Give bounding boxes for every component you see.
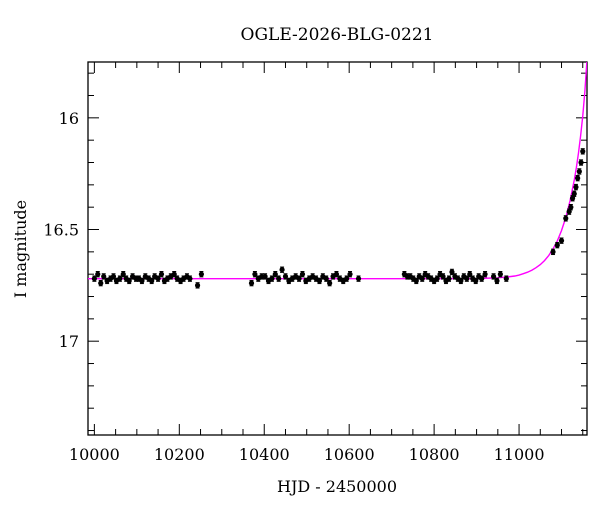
- data-point: [101, 273, 107, 280]
- data-point: [494, 278, 500, 284]
- data-point: [550, 249, 556, 255]
- data-point: [347, 271, 353, 277]
- data-point: [194, 282, 201, 288]
- data-point: [568, 204, 574, 210]
- data-point: [327, 280, 333, 286]
- data-point: [490, 273, 497, 280]
- data-point: [323, 276, 329, 282]
- data-point: [248, 280, 255, 286]
- y-tick-label: 16: [59, 109, 79, 128]
- data-point: [262, 273, 268, 280]
- data-point: [117, 276, 123, 282]
- y-tick-label: 16.5: [43, 221, 79, 240]
- data-point: [316, 278, 323, 284]
- data-point: [91, 276, 97, 282]
- data-point: [276, 276, 282, 282]
- data-point: [126, 278, 132, 284]
- data-point: [187, 276, 193, 282]
- data-point: [158, 271, 165, 277]
- data-point: [139, 278, 145, 284]
- data-point: [563, 215, 569, 221]
- data-point: [578, 159, 584, 166]
- data-point: [299, 271, 306, 277]
- data-point: [95, 271, 101, 277]
- model-curve: [88, 62, 587, 280]
- data-point: [571, 191, 577, 197]
- data-point: [155, 276, 161, 282]
- x-tick-label: 10800: [409, 445, 460, 464]
- data-point: [580, 148, 586, 154]
- data-point: [497, 271, 503, 277]
- data-point: [554, 242, 560, 248]
- x-tick-label: 10200: [154, 445, 205, 464]
- plot-area: 10000 10200 10400 10600 10800 11000 16 16.5 17: [43, 61, 588, 464]
- data-point: [269, 276, 275, 282]
- data-point: [252, 271, 258, 277]
- chart-title: OGLE-2026-BLG-0221: [241, 25, 434, 45]
- data-point: [576, 168, 582, 175]
- data-point: [573, 184, 579, 190]
- data-point: [333, 271, 340, 277]
- data-point: [558, 238, 565, 244]
- plot-frame: [87, 61, 588, 436]
- data-point: [296, 276, 302, 282]
- y-tick-label: 17: [59, 332, 79, 351]
- x-axis-label: HJD - 2450000: [277, 477, 397, 496]
- data-point: [482, 271, 488, 277]
- data-point: [446, 276, 452, 282]
- data-point: [503, 276, 509, 282]
- data-point: [98, 280, 104, 286]
- y-axis-label: I magnitude: [11, 200, 30, 298]
- data-point: [344, 276, 350, 282]
- x-tick-label: 10600: [324, 445, 375, 464]
- data-point: [272, 271, 278, 277]
- data-point: [279, 267, 285, 273]
- data-point: [355, 276, 362, 282]
- x-tick-label: 10400: [239, 445, 290, 464]
- x-tick-label: 11000: [494, 445, 545, 464]
- data-point: [198, 271, 204, 277]
- data-point: [282, 273, 289, 280]
- x-tick-label: 10000: [69, 445, 120, 464]
- data-point: [575, 175, 581, 181]
- data-point: [479, 276, 485, 282]
